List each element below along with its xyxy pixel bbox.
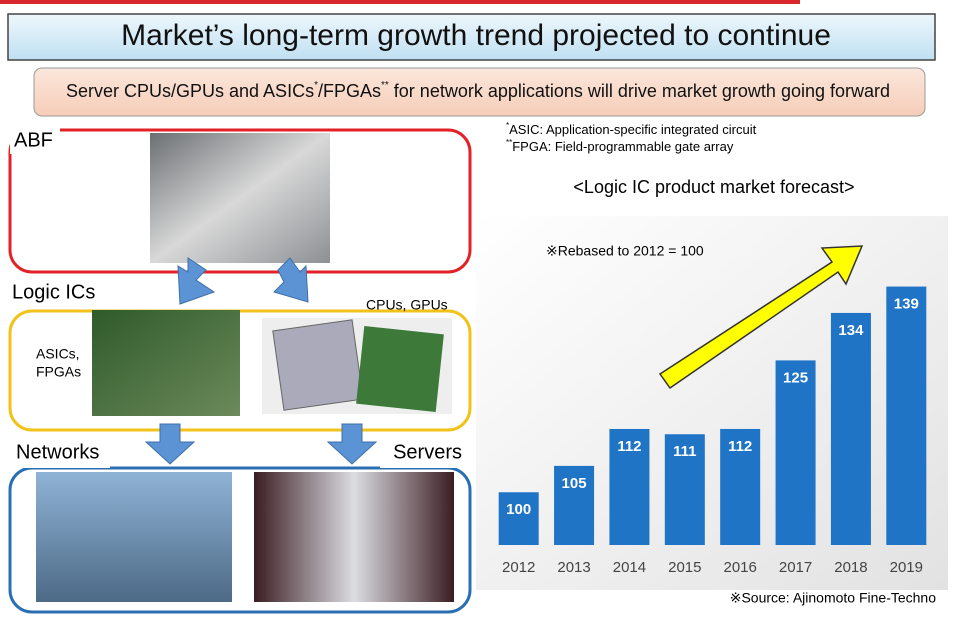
label-bg <box>380 440 468 468</box>
cpus-label: CPUs, GPUs <box>366 297 448 313</box>
value-label: 111 <box>673 443 696 460</box>
superscript: * <box>314 80 318 91</box>
bar <box>554 465 595 545</box>
value-label: 125 <box>783 369 808 386</box>
bar <box>720 428 761 545</box>
title: Market’s long-term growth trend projecte… <box>121 19 831 52</box>
value-label: 112 <box>728 438 752 455</box>
annotation: ※Rebased to 2012 = 100 <box>546 243 704 259</box>
network-panel <box>8 466 472 614</box>
value-label: 112 <box>617 438 641 455</box>
bar <box>775 360 816 545</box>
subtitle-part: /FPGAs <box>318 81 381 101</box>
asics-label: ASICs, <box>36 346 80 362</box>
footnote: *ASIC: Application-specific integrated c… <box>506 121 757 137</box>
x-tick-label: 2013 <box>557 559 590 576</box>
bar <box>664 434 705 545</box>
label-bg <box>8 280 108 308</box>
arrow <box>177 257 216 305</box>
subtitle-box <box>33 67 926 117</box>
x-tick-label: 2012 <box>502 559 535 576</box>
superscript: ** <box>381 80 389 91</box>
bar <box>609 428 650 545</box>
value-label: 139 <box>894 296 919 313</box>
abf-label: ABF <box>14 129 53 151</box>
label-bg <box>10 126 60 154</box>
value-label: 105 <box>562 475 587 492</box>
x-tick-label: 2017 <box>779 559 812 576</box>
top-stripe <box>0 0 800 4</box>
arrow <box>326 423 378 465</box>
bar <box>498 492 539 545</box>
bar <box>886 286 927 545</box>
value-label: 134 <box>838 322 864 339</box>
logic-label: Logic ICs <box>12 281 95 303</box>
value-label: 100 <box>506 501 531 518</box>
subtitle: Server CPUs/GPUs and ASICs*/FPGAs** for … <box>66 80 890 101</box>
subtitle-part: for network applications will drive mark… <box>389 81 890 101</box>
source: ※Source: Ajinomoto Fine-Techno <box>730 590 936 606</box>
chart-area <box>476 216 948 590</box>
abf-panel <box>8 128 472 274</box>
servers-label: Servers <box>393 441 462 463</box>
network-photo <box>36 472 232 602</box>
footnote-text: FPGA: Field-programmable gate array <box>512 139 734 154</box>
subtitle-part: Server CPUs/GPUs and ASICs <box>66 81 314 101</box>
footnote: **FPGA: Field-programmable gate array <box>506 138 734 154</box>
bar <box>830 312 871 545</box>
server-photo <box>254 472 454 602</box>
networks-label: Networks <box>16 441 99 463</box>
cpu-board <box>356 326 444 412</box>
asics-label: FPGAs <box>36 364 81 380</box>
x-tick-label: 2014 <box>613 559 646 576</box>
cpu-chip <box>272 319 364 411</box>
x-tick-label: 2016 <box>724 559 757 576</box>
arrow <box>273 257 309 303</box>
asic-photo <box>92 310 240 416</box>
footnote-mark: * <box>506 121 509 130</box>
footnote-text: ASIC: Application-specific integrated ci… <box>509 122 757 137</box>
label-bg <box>10 440 110 468</box>
footnote-mark: ** <box>506 138 512 147</box>
trend-arrow <box>658 245 864 390</box>
title-box <box>7 13 936 61</box>
x-tick-label: 2019 <box>890 559 923 576</box>
arrow <box>144 423 196 465</box>
x-tick-label: 2018 <box>834 559 867 576</box>
arrows <box>144 257 378 465</box>
abf-photo <box>150 133 330 263</box>
x-tick-label: 2015 <box>668 559 701 576</box>
chart-title: <Logic IC product market forecast> <box>573 177 854 197</box>
